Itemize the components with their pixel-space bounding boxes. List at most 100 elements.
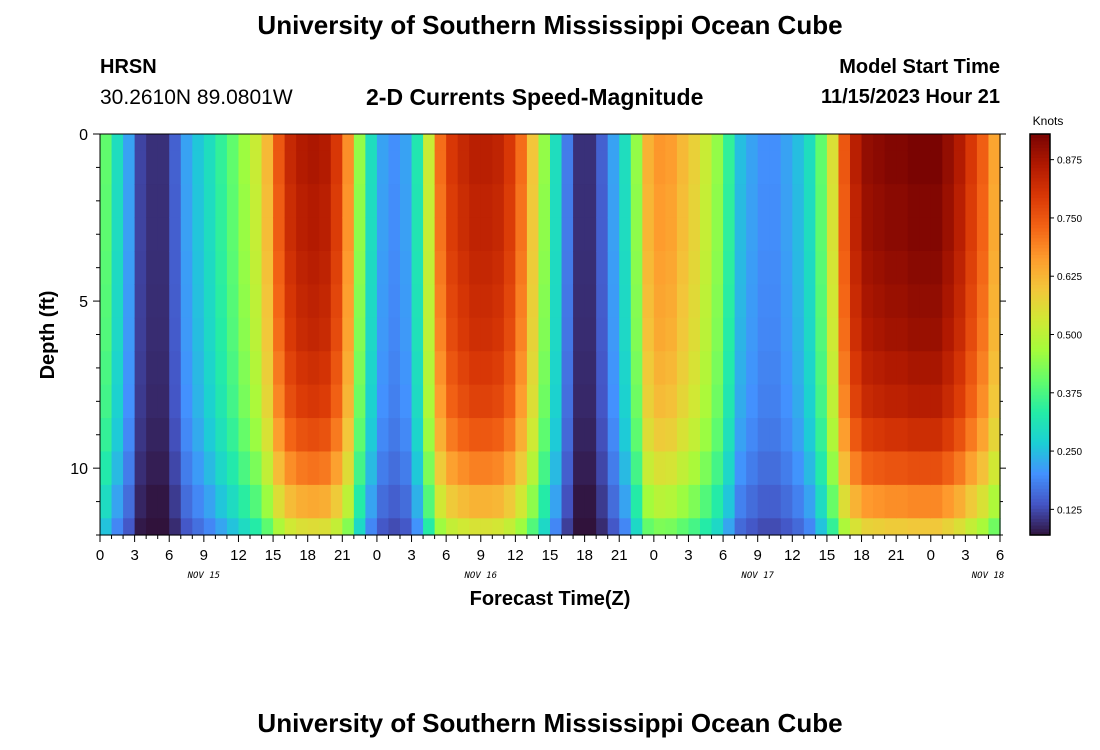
heatmap-cell	[111, 518, 124, 536]
colorbar-segment	[1030, 170, 1050, 175]
heatmap-cell	[296, 384, 309, 419]
heatmap-cell	[319, 451, 332, 486]
colorbar-segment	[1030, 224, 1050, 229]
heatmap-cell	[284, 217, 297, 252]
heatmap-cell	[146, 384, 159, 419]
heatmap-cell	[861, 284, 874, 319]
heatmap-cell	[826, 418, 840, 453]
heatmap-cell	[861, 217, 874, 252]
heatmap-cell	[619, 184, 632, 219]
heatmap-cell	[503, 451, 516, 486]
day-label: NOV 18	[971, 571, 1005, 581]
colorbar-segment	[1030, 494, 1050, 499]
heatmap-cell	[515, 451, 528, 486]
heatmap-cell	[307, 451, 320, 486]
heatmap-cell	[965, 150, 978, 185]
colorbar-segment	[1030, 501, 1050, 506]
colorbar-segment	[1030, 337, 1050, 342]
heatmap-cell	[723, 184, 736, 219]
heatmap-cell	[515, 134, 528, 152]
heatmap-cell	[319, 418, 332, 453]
heatmap-cell	[146, 134, 159, 152]
heatmap-cell	[203, 134, 216, 152]
heatmap-cell	[861, 317, 874, 352]
heatmap-cell	[307, 250, 320, 285]
heatmap-cell	[942, 484, 955, 519]
heatmap-cell	[815, 451, 828, 486]
heatmap-cell	[446, 217, 459, 252]
heatmap-cell	[423, 317, 436, 352]
heatmap-cell	[526, 250, 540, 285]
heatmap-cell	[976, 184, 990, 219]
heatmap-cell	[238, 518, 251, 536]
heatmap-cell	[111, 384, 124, 419]
x-tick-label: 15	[819, 547, 836, 564]
heatmap-cell	[711, 250, 724, 285]
heatmap-cell	[630, 518, 643, 536]
heatmap-cell	[273, 518, 286, 536]
colorbar-segment	[1030, 354, 1050, 359]
heatmap-cell	[400, 317, 413, 352]
heatmap-cell	[180, 250, 193, 285]
colorbar-segment	[1030, 197, 1050, 202]
heatmap-cell	[930, 217, 943, 252]
heatmap-cell	[226, 317, 240, 352]
heatmap-cell	[353, 217, 366, 252]
heatmap-cell	[180, 384, 193, 419]
heatmap-cell	[123, 217, 136, 252]
heatmap-cell	[423, 134, 436, 152]
heatmap-cell	[907, 250, 920, 285]
heatmap-cell	[515, 217, 528, 252]
heatmap-cell	[723, 150, 736, 185]
x-tick-label: 9	[754, 547, 762, 564]
heatmap-cell	[596, 184, 609, 219]
colorbar-segment	[1030, 277, 1050, 282]
colorbar-segment	[1030, 301, 1050, 306]
heatmap-cell	[238, 384, 251, 419]
heatmap-cell	[676, 418, 690, 453]
heatmap-cell	[353, 317, 366, 352]
heatmap-cell	[526, 351, 540, 386]
heatmap-cell	[803, 217, 816, 252]
heatmap-cell	[146, 418, 159, 453]
heatmap-cell	[884, 184, 897, 219]
heatmap-cell	[734, 418, 747, 453]
heatmap-cell	[573, 184, 586, 219]
heatmap-cell	[134, 317, 147, 352]
heatmap-cell	[134, 484, 147, 519]
heatmap-cell	[100, 284, 113, 319]
heatmap-cell	[873, 518, 886, 536]
heatmap-cell	[376, 518, 390, 536]
heatmap-cell	[642, 384, 655, 419]
heatmap-cell	[896, 484, 909, 519]
heatmap-cell	[711, 184, 724, 219]
heatmap-cell	[503, 150, 516, 185]
heatmap-cell	[642, 317, 655, 352]
colorbar-segment	[1030, 344, 1050, 349]
colorbar-segment	[1030, 357, 1050, 362]
heatmap-cell	[953, 518, 966, 536]
heatmap-cell	[988, 451, 1001, 486]
heatmap-cell	[642, 418, 655, 453]
heatmap-cell	[307, 518, 320, 536]
heatmap-cell	[907, 184, 920, 219]
heatmap-cell	[665, 384, 678, 419]
heatmap-cell	[250, 384, 263, 419]
heatmap-cell	[353, 451, 366, 486]
x-tick-label: 21	[334, 547, 351, 564]
heatmap-cell	[296, 184, 309, 219]
heatmap-cell	[169, 217, 182, 252]
colorbar-segment	[1030, 260, 1050, 265]
heatmap-cell	[480, 134, 493, 152]
heatmap-cell	[319, 184, 332, 219]
heatmap-cell	[953, 484, 966, 519]
heatmap-cell	[157, 317, 170, 352]
heatmap-cell	[976, 351, 990, 386]
heatmap-cell	[723, 217, 736, 252]
heatmap-cell	[838, 518, 851, 536]
heatmap-cell	[296, 351, 309, 386]
colorbar-segment	[1030, 214, 1050, 219]
heatmap-cell	[192, 351, 205, 386]
heatmap-cell	[215, 317, 228, 352]
heatmap-cell	[723, 134, 736, 152]
